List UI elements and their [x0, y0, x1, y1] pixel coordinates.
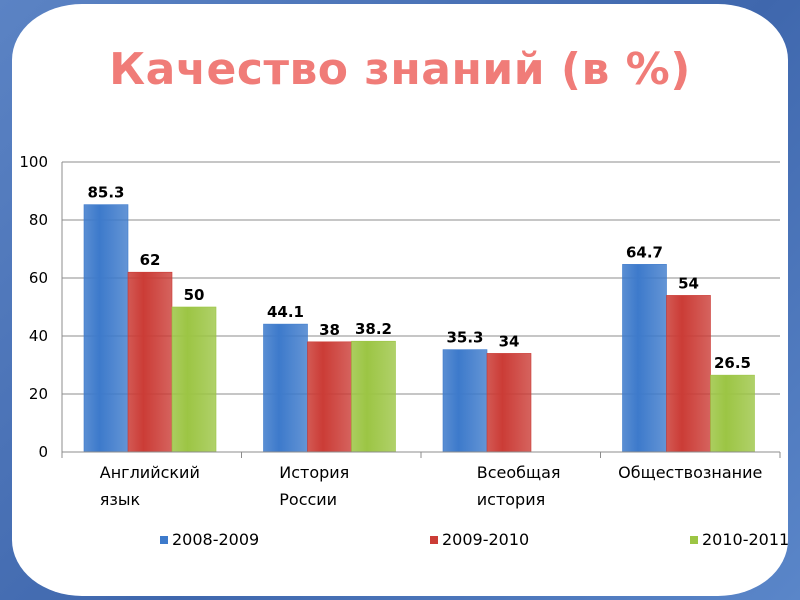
- chart-title: Качество знаний (в %): [109, 44, 691, 95]
- bar: [307, 341, 352, 453]
- data-label: 38.2: [355, 320, 392, 338]
- legend-swatch: [160, 536, 168, 544]
- x-tick-label: России: [279, 490, 337, 509]
- bar: [171, 306, 217, 453]
- x-tick-label: Всеобщая: [477, 463, 561, 482]
- data-label: 64.7: [626, 243, 663, 261]
- x-tick-label: история: [477, 490, 545, 509]
- y-tick-label: 40: [29, 327, 48, 345]
- data-label: 85.3: [87, 184, 124, 202]
- y-tick-label: 80: [29, 211, 48, 229]
- data-label: 62: [140, 251, 161, 269]
- bar: [710, 374, 755, 453]
- y-tick-label: 60: [29, 269, 48, 287]
- legend-label: 2008-2009: [172, 530, 259, 549]
- x-tick-label: Обществознание: [618, 463, 762, 482]
- data-label: 26.5: [714, 354, 751, 372]
- bar: [127, 271, 173, 453]
- data-label: 54: [678, 274, 699, 292]
- bar: [351, 340, 396, 453]
- x-tick-label: Английский: [100, 463, 200, 482]
- data-label: 44.1: [267, 303, 304, 321]
- bar: [486, 353, 532, 453]
- y-tick-label: 20: [29, 385, 48, 403]
- legend-swatch: [690, 536, 698, 544]
- legend-swatch: [430, 536, 438, 544]
- data-label: 34: [499, 332, 520, 350]
- data-label: 38: [319, 321, 340, 339]
- y-tick-label: 100: [19, 153, 48, 171]
- bar: [442, 349, 488, 453]
- legend-label: 2010-2011: [702, 530, 789, 549]
- data-label: 50: [184, 286, 205, 304]
- bar: [622, 264, 667, 453]
- x-tick-label: История: [279, 463, 349, 482]
- bar: [83, 204, 129, 453]
- x-tick-label: язык: [100, 490, 141, 509]
- data-label: 35.3: [446, 329, 483, 347]
- bar: [666, 295, 711, 453]
- y-tick-label: 0: [38, 443, 48, 461]
- bar: [263, 323, 308, 453]
- legend-label: 2009-2010: [442, 530, 529, 549]
